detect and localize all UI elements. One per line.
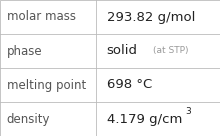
Text: melting point: melting point xyxy=(7,78,86,92)
Text: 698 °C: 698 °C xyxy=(107,78,152,92)
Text: (at STP): (at STP) xyxy=(153,47,188,55)
Text: molar mass: molar mass xyxy=(7,10,76,24)
Text: solid: solid xyxy=(107,44,138,58)
Text: 293.82 g/mol: 293.82 g/mol xyxy=(107,10,195,24)
Text: density: density xyxy=(7,112,50,126)
Text: 3: 3 xyxy=(185,107,191,116)
Text: 4.179 g/cm: 4.179 g/cm xyxy=(107,112,182,126)
Text: phase: phase xyxy=(7,44,42,58)
